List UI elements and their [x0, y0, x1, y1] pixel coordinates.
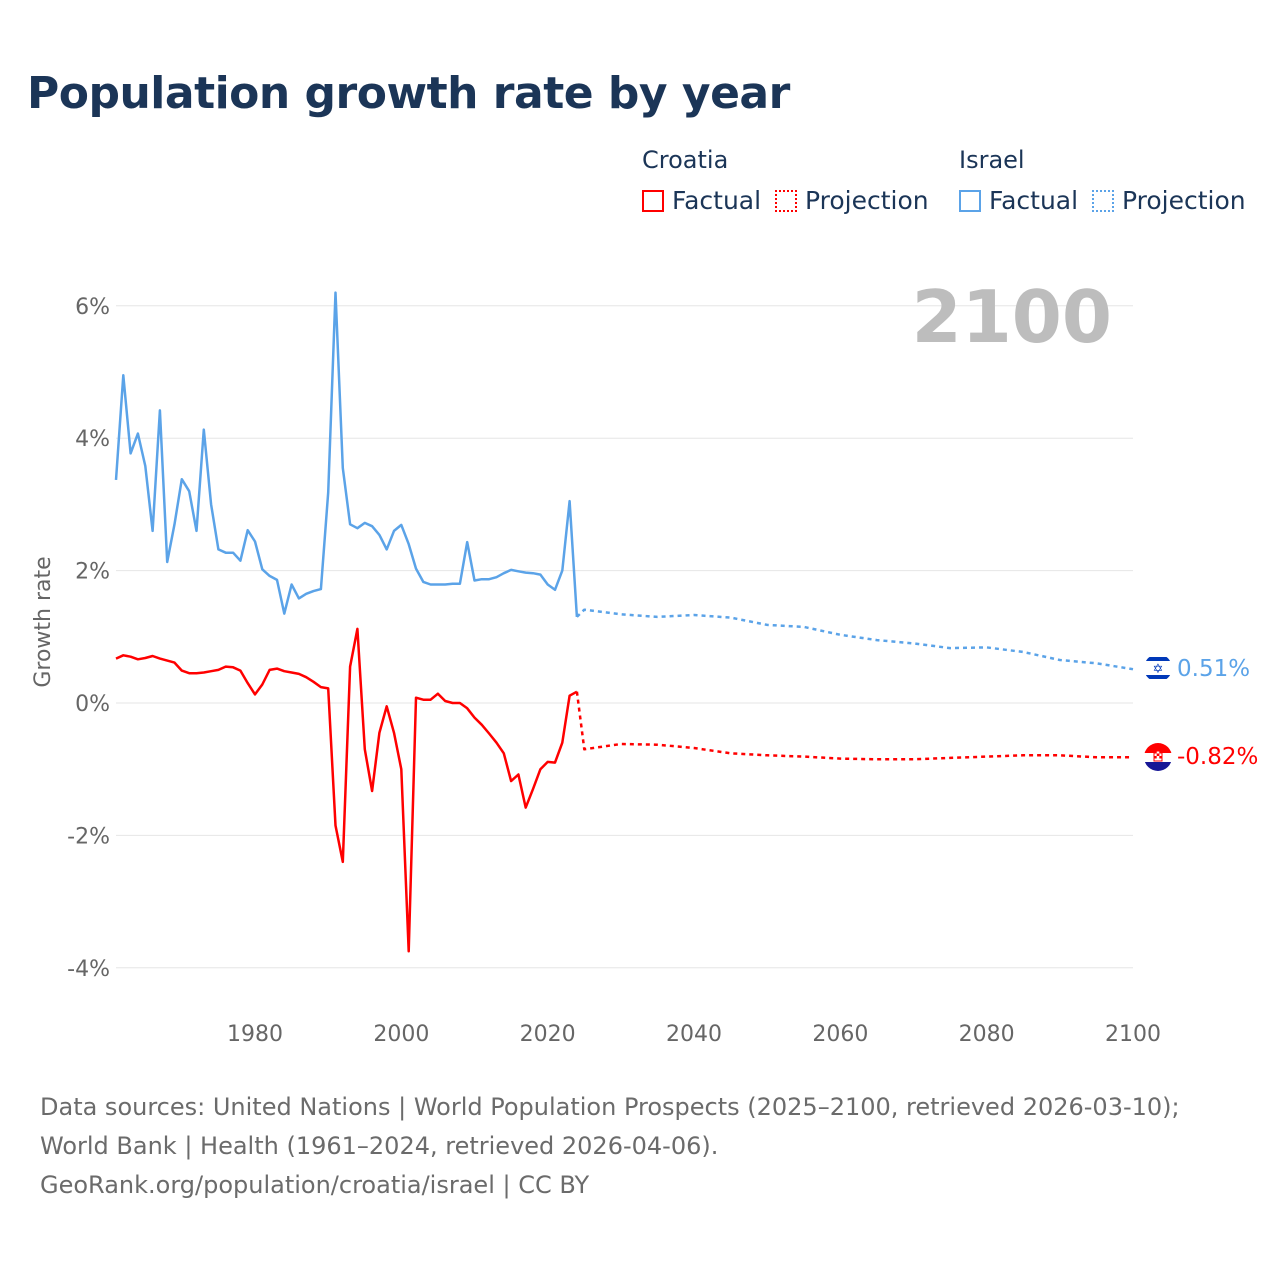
legend-label: Factual: [672, 186, 762, 215]
croatia-flag-icon: [1144, 743, 1172, 771]
legend-israel-projection[interactable]: Projection: [1092, 186, 1246, 215]
legend-group-israel: Israel: [959, 146, 1025, 174]
legend-group-croatia: Croatia: [642, 146, 729, 174]
legend-label: Projection: [1122, 186, 1246, 215]
croatia-projection-line: [575, 691, 1133, 761]
legend-swatch-dotted: [775, 189, 797, 212]
legend-label: Factual: [989, 186, 1079, 215]
israel-projection-line: [576, 608, 1134, 671]
israel-flag-icon: ✡: [1144, 654, 1172, 682]
footer: Data sources: United Nations | World Pop…: [40, 1088, 1240, 1205]
svg-text:✡: ✡: [1153, 662, 1164, 677]
y-tick-label: -4%: [67, 957, 110, 982]
croatia-end-label: -0.82%: [1177, 744, 1258, 770]
credit-link[interactable]: GeoRank.org/population/croatia/israel | …: [40, 1171, 590, 1199]
y-tick-label: 4%: [75, 427, 110, 452]
israel-end-label: 0.51%: [1177, 656, 1250, 682]
y-axis-label: Growth rate: [31, 556, 56, 687]
israel-factual-line: [114, 291, 579, 617]
x-tick-label: 2000: [373, 1022, 429, 1047]
legend-croatia-projection[interactable]: Projection: [775, 186, 929, 215]
y-tick-label: 2%: [75, 560, 110, 585]
chart-title: Population growth rate by year: [27, 68, 790, 119]
x-tick-label: 2080: [959, 1022, 1015, 1047]
y-tick-label: 0%: [75, 692, 110, 717]
x-tick-label: 2060: [812, 1022, 868, 1047]
legend-croatia-factual[interactable]: Factual: [642, 186, 761, 215]
legend-label: Projection: [805, 186, 929, 215]
y-tick-label: -2%: [67, 824, 110, 849]
x-tick-label: 2100: [1105, 1022, 1161, 1047]
legend-swatch-solid: [642, 189, 664, 212]
x-tick-label: 2020: [520, 1022, 576, 1047]
legend-swatch-dotted: [1092, 189, 1114, 212]
y-tick-label: 6%: [75, 295, 110, 320]
legend-israel-factual[interactable]: Factual: [959, 186, 1078, 215]
year-watermark: 2100: [912, 275, 1112, 359]
plot-area: 6% 4% 2% 0% -2% -4% 1980 2000 2020 2040 2060 2080 21…: [31, 275, 1258, 1047]
legend-swatch-solid: [959, 189, 981, 212]
data-sources: Data sources: United Nations | World Pop…: [40, 1093, 1180, 1160]
x-tick-label: 1980: [227, 1022, 283, 1047]
croatia-factual-line: [115, 627, 578, 953]
x-tick-label: 2040: [666, 1022, 722, 1047]
